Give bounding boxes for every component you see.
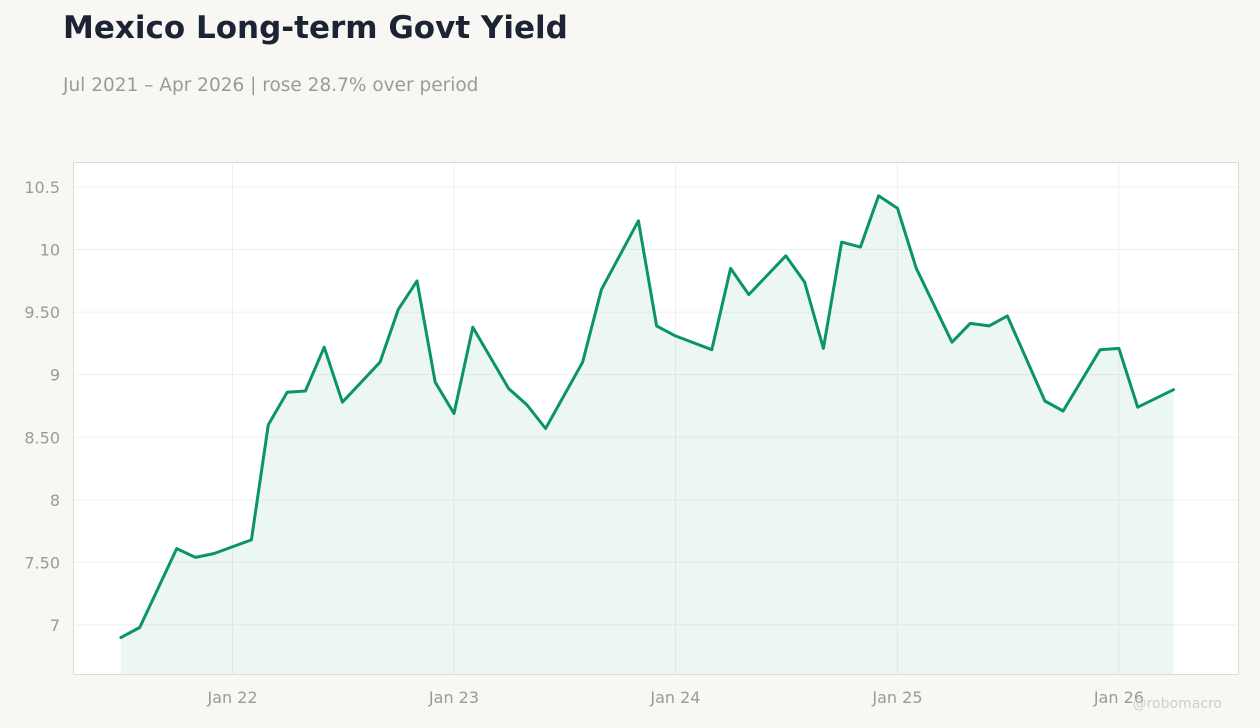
chart-title: Mexico Long-term Govt Yield bbox=[63, 10, 568, 46]
data-point bbox=[784, 254, 787, 257]
data-point bbox=[507, 387, 510, 390]
watermark: @robomacro bbox=[1132, 696, 1222, 712]
data-point bbox=[915, 267, 918, 270]
plot-area bbox=[73, 162, 1239, 675]
data-point bbox=[822, 347, 825, 350]
data-point bbox=[710, 348, 713, 351]
y-tick-label: 10.5 bbox=[24, 178, 60, 197]
data-point bbox=[1043, 400, 1046, 403]
y-tick-label: 10 bbox=[40, 241, 60, 260]
series-area bbox=[120, 195, 1174, 676]
data-point bbox=[525, 403, 528, 406]
data-point bbox=[655, 324, 658, 327]
data-point bbox=[379, 361, 382, 364]
data-point bbox=[453, 412, 456, 415]
data-point bbox=[637, 219, 640, 222]
data-point bbox=[471, 326, 474, 329]
data-point bbox=[1099, 348, 1102, 351]
data-point bbox=[988, 324, 991, 327]
data-point bbox=[896, 207, 899, 210]
data-point bbox=[674, 334, 677, 337]
series-line bbox=[119, 194, 1175, 639]
data-point bbox=[267, 423, 270, 426]
data-point bbox=[194, 556, 197, 559]
y-tick-label: 9 bbox=[50, 366, 60, 385]
data-point bbox=[729, 267, 732, 270]
data-point bbox=[250, 538, 253, 541]
x-tick-label: Jan 24 bbox=[649, 688, 700, 707]
y-tick-label: 8.50 bbox=[24, 428, 60, 447]
x-tick-label: Jan 26 bbox=[1093, 688, 1144, 707]
data-point bbox=[341, 401, 344, 404]
data-point bbox=[951, 341, 954, 344]
data-point bbox=[1117, 347, 1120, 350]
x-tick-label: Jan 23 bbox=[428, 688, 479, 707]
y-tick-label: 8 bbox=[50, 491, 60, 510]
data-point bbox=[119, 636, 122, 639]
data-point bbox=[581, 361, 584, 364]
data-point bbox=[397, 308, 400, 311]
data-point bbox=[1006, 314, 1009, 317]
chart-subtitle: Jul 2021 – Apr 2026 | rose 28.7% over pe… bbox=[63, 75, 479, 96]
data-point bbox=[747, 293, 750, 296]
data-point bbox=[175, 547, 178, 550]
y-tick-label: 7 bbox=[50, 616, 60, 635]
data-point bbox=[286, 391, 289, 394]
y-tick-label: 9.50 bbox=[24, 303, 60, 322]
data-point bbox=[1172, 388, 1175, 391]
plot-border bbox=[73, 162, 1239, 675]
data-point bbox=[1062, 410, 1065, 413]
data-point bbox=[840, 241, 843, 244]
data-point bbox=[859, 246, 862, 249]
data-point bbox=[434, 381, 437, 384]
data-point bbox=[803, 281, 806, 284]
data-point bbox=[304, 390, 307, 393]
data-point bbox=[323, 346, 326, 349]
data-point bbox=[212, 552, 215, 555]
data-point bbox=[600, 288, 603, 291]
data-point bbox=[138, 626, 141, 629]
data-point bbox=[1136, 406, 1139, 409]
data-point bbox=[416, 279, 419, 282]
data-point bbox=[877, 194, 880, 197]
data-point bbox=[969, 322, 972, 325]
x-tick-label: Jan 25 bbox=[871, 688, 922, 707]
x-tick-label: Jan 22 bbox=[206, 688, 257, 707]
y-tick-label: 7.50 bbox=[24, 553, 60, 572]
data-point bbox=[544, 427, 547, 430]
